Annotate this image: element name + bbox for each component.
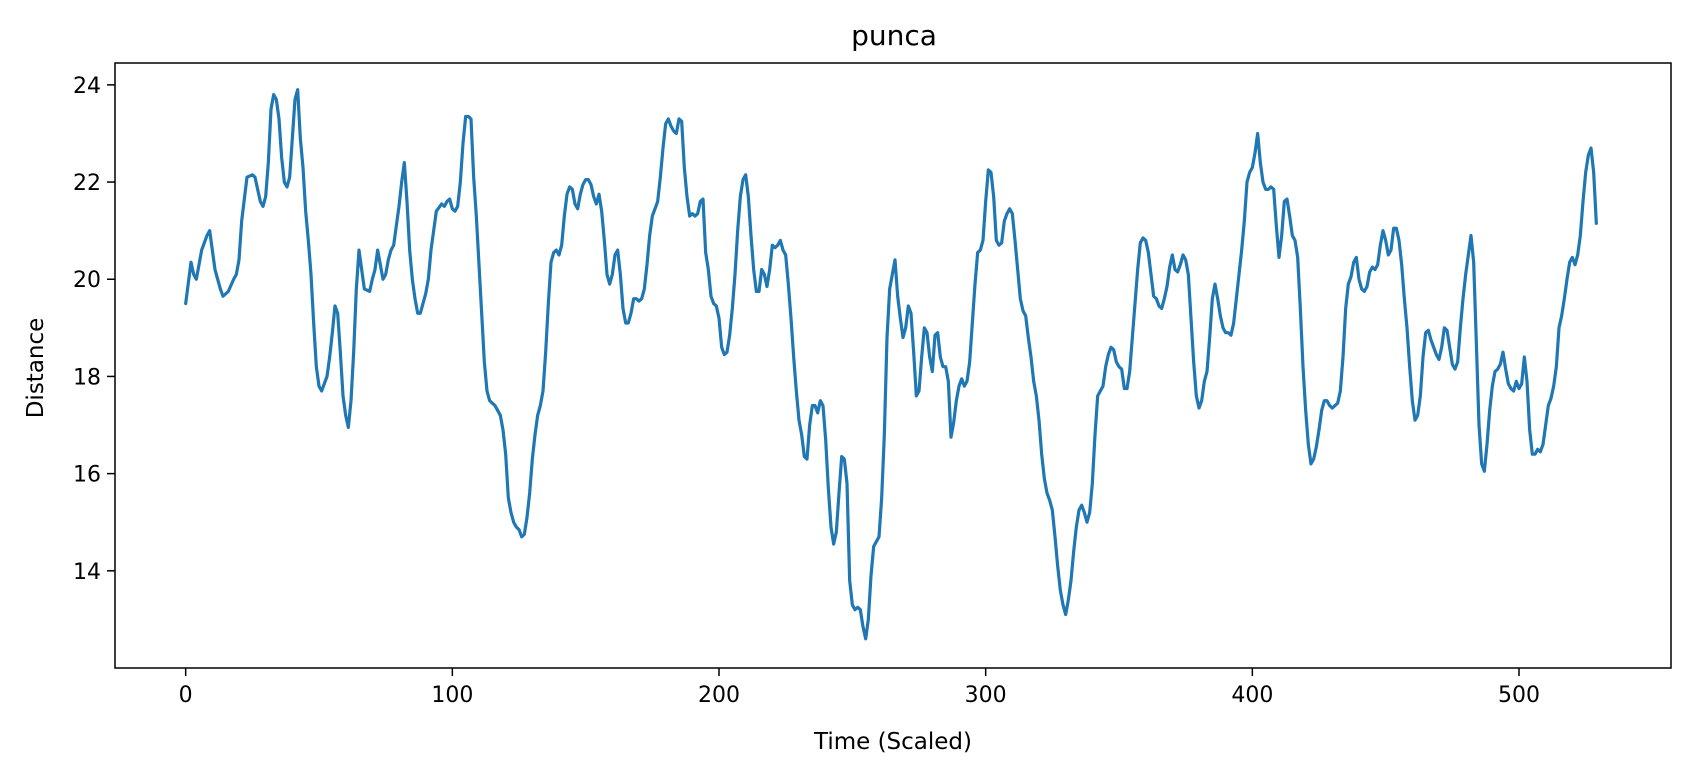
x-tick-label: 0 xyxy=(179,683,193,708)
x-axis: 0 100 200 300 400 500 xyxy=(179,668,1540,708)
y-tick-label: 18 xyxy=(73,365,101,390)
x-tick-label: 200 xyxy=(698,683,740,708)
y-tick-label: 20 xyxy=(73,268,101,293)
x-tick-label: 400 xyxy=(1231,683,1273,708)
y-tick-label: 24 xyxy=(73,74,101,99)
x-axis-label: Time (Scaled) xyxy=(813,729,972,755)
y-tick-label: 22 xyxy=(73,171,101,196)
x-tick-label: 500 xyxy=(1498,683,1540,708)
y-axis-label: Distance xyxy=(23,318,49,419)
y-tick-label: 16 xyxy=(73,463,101,488)
y-axis: 14 16 18 20 22 24 xyxy=(73,74,115,585)
series-line-0 xyxy=(184,88,1598,641)
x-tick-label: 300 xyxy=(965,683,1007,708)
axes-frame xyxy=(114,62,1672,669)
plot-layer xyxy=(184,88,1598,641)
chart-title: punca xyxy=(851,19,937,52)
y-tick-label: 14 xyxy=(73,560,101,585)
x-tick-label: 100 xyxy=(431,683,473,708)
